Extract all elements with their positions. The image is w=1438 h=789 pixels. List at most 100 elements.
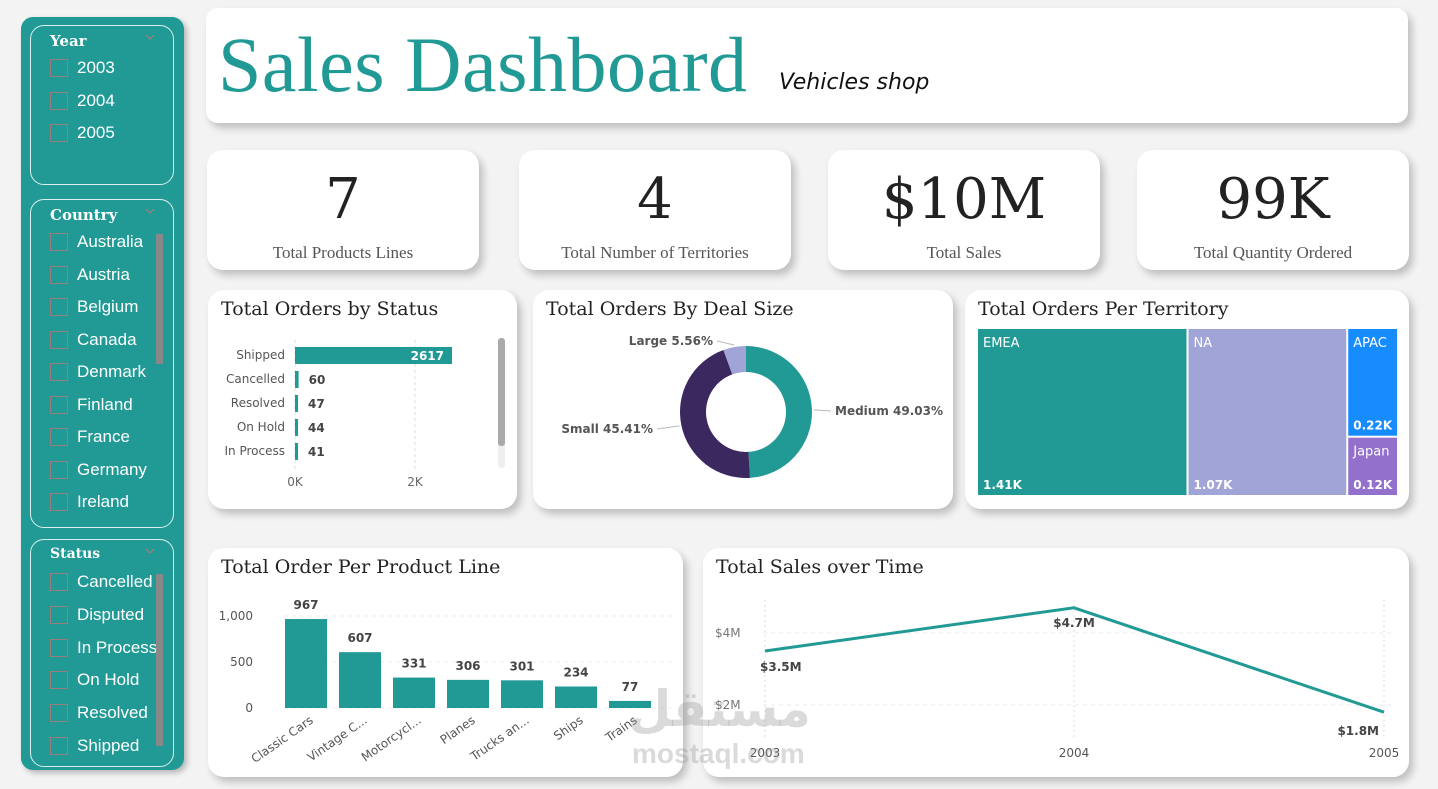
- tile-value: 0.22K: [1353, 419, 1393, 433]
- y-tick-label: 1,000: [219, 609, 253, 623]
- checkbox[interactable]: [50, 737, 68, 755]
- orders-by-deal-size-card: Total Orders By Deal Size Medium 49.03% S…: [533, 290, 953, 509]
- slicer-item-germany[interactable]: Germany: [50, 456, 147, 484]
- checkbox[interactable]: [50, 298, 68, 316]
- checkbox[interactable]: [50, 395, 68, 414]
- slicer-item-shipped[interactable]: Shipped: [50, 732, 139, 760]
- checkbox[interactable]: [50, 428, 68, 446]
- kpi-value: $10M: [881, 167, 1047, 232]
- slicer-item-austria[interactable]: Austria: [50, 261, 130, 289]
- page-title: Sales Dashboard: [218, 21, 748, 108]
- data-label: Medium 49.03%: [835, 404, 943, 418]
- checkbox[interactable]: [50, 59, 68, 77]
- category-label: Resolved: [231, 396, 285, 410]
- bar: [393, 677, 435, 708]
- treemap-tile-japan: [1348, 437, 1397, 495]
- tile-name: APAC: [1353, 336, 1387, 351]
- bar: [339, 652, 381, 708]
- tile-value: 1.07K: [1194, 478, 1234, 492]
- data-label: 2617: [411, 349, 444, 363]
- orders-by-status-card: Total Orders by Status Shipped 2617 Cancel…: [208, 290, 517, 509]
- data-label: Small 45.41%: [561, 422, 653, 436]
- slicer-item-label: Belgium: [77, 297, 139, 316]
- y-tick-label: 0: [245, 701, 253, 715]
- checkbox[interactable]: [50, 91, 68, 110]
- slicer-item-2005[interactable]: 2005: [50, 119, 115, 147]
- slicer-item-cancelled[interactable]: Cancelled: [50, 568, 153, 596]
- x-tick-label: 2003: [750, 746, 781, 760]
- data-label: 47: [308, 397, 325, 411]
- bar: [295, 371, 299, 388]
- checkbox[interactable]: [50, 363, 68, 381]
- slicer-item-label: Disputed: [77, 604, 145, 624]
- slicer-item-belgium[interactable]: Belgium: [50, 293, 138, 321]
- slicer-item-australia[interactable]: Australia: [50, 228, 143, 256]
- chevron-down-icon[interactable]: [145, 32, 155, 42]
- data-label: $3.5M: [760, 660, 802, 674]
- kpi-card-total-sales: $10M Total Sales: [828, 150, 1100, 270]
- orders-by-status-chart: Shipped 2617 Cancelled 60 Resolved 47 On Hold 4…: [225, 338, 505, 489]
- kpi-label: Total Number of Territories: [561, 243, 749, 262]
- data-label: 607: [347, 631, 372, 645]
- slicer-item-label: Australia: [77, 232, 144, 251]
- slicer-item-label: Austria: [77, 264, 130, 284]
- treemap-tile-emea: [978, 329, 1187, 495]
- checkbox[interactable]: [50, 605, 68, 624]
- slicer-item-2004[interactable]: 2004: [50, 87, 115, 115]
- x-tick-label: 2004: [1059, 746, 1090, 760]
- checkbox[interactable]: [50, 265, 68, 284]
- kpi-label: Total Sales: [926, 243, 1002, 262]
- checkbox[interactable]: [50, 638, 68, 657]
- chart-title: Total Sales over Time: [716, 556, 924, 578]
- checkbox[interactable]: [50, 233, 68, 251]
- x-tick-label: Planes: [438, 713, 478, 747]
- bar: [295, 347, 453, 364]
- chart-title: Total Orders by Status: [221, 298, 439, 320]
- bar: [285, 619, 327, 708]
- chevron-down-icon[interactable]: [145, 206, 155, 216]
- slicer-item-label: Canada: [77, 329, 137, 349]
- slicer-item-resolved[interactable]: Resolved: [50, 699, 148, 727]
- slicer-item-on-hold[interactable]: On Hold: [50, 666, 139, 694]
- donut-slice-small: [680, 349, 751, 478]
- x-tick-label: Vintage C...: [305, 713, 370, 764]
- bar: [555, 686, 597, 708]
- checkbox[interactable]: [50, 330, 68, 349]
- slicer-item-2003[interactable]: 2003: [50, 54, 115, 82]
- y-tick-label: $2M: [715, 698, 741, 712]
- data-label: Large 5.56%: [629, 334, 713, 348]
- leader-line: [656, 425, 680, 430]
- x-tick-label: 2005: [1369, 746, 1400, 760]
- year-slicer-title: Year: [50, 32, 87, 50]
- product-line-bar-chart: 0 500 1,000 967 Classic Cars 607 Vintage C... 3…: [219, 598, 676, 766]
- slicer-item-canada[interactable]: Canada: [50, 326, 137, 354]
- sales-line: [764, 606, 1385, 714]
- x-tick-label: Motorcycl...: [359, 713, 424, 764]
- slicer-item-denmark[interactable]: Denmark: [50, 358, 146, 386]
- country-scrollbar[interactable]: [156, 234, 163, 364]
- orders-per-product-line-card: Total Order Per Product Line 0 500 1,000 96…: [208, 548, 683, 777]
- data-label: 331: [401, 657, 426, 671]
- bar: [295, 419, 298, 436]
- data-label: $1.8M: [1337, 724, 1379, 738]
- data-label: 44: [308, 421, 325, 435]
- slicer-item-label: Cancelled: [77, 572, 153, 591]
- checkbox[interactable]: [50, 460, 68, 479]
- category-label: In Process: [225, 444, 285, 458]
- checkbox[interactable]: [50, 493, 68, 511]
- chevron-down-icon[interactable]: [145, 546, 155, 556]
- filter-sidebar: Year 2003 2004 2005 Country Australia Austr…: [21, 17, 184, 770]
- slicer-item-label: France: [77, 427, 130, 446]
- slicer-item-in-process[interactable]: In Process: [50, 634, 157, 662]
- status-scrollbar[interactable]: [156, 574, 163, 746]
- slicer-item-label: 2004: [77, 90, 115, 110]
- slicer-item-ireland[interactable]: Ireland: [50, 488, 129, 516]
- checkbox[interactable]: [50, 124, 68, 142]
- checkbox[interactable]: [50, 671, 68, 690]
- slicer-item-disputed[interactable]: Disputed: [50, 601, 144, 629]
- checkbox[interactable]: [50, 704, 68, 723]
- checkbox[interactable]: [50, 573, 68, 591]
- slicer-item-finland[interactable]: Finland: [50, 391, 133, 419]
- slicer-item-france[interactable]: France: [50, 423, 130, 451]
- donut-slice-large: [723, 346, 746, 375]
